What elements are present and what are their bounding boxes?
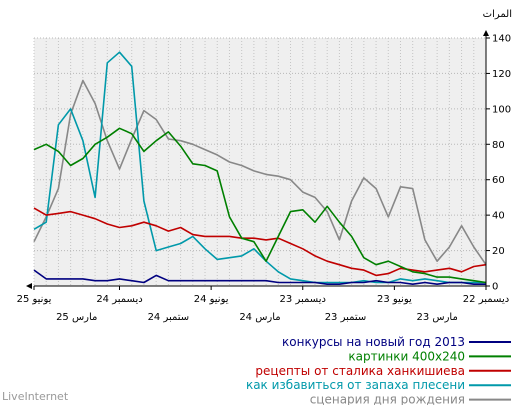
series-line — [33, 79, 487, 266]
x-axis-arrow — [26, 283, 32, 289]
x-tick-label: 25 یونیو — [17, 294, 52, 305]
y-axis-ticks: 0 20 40 60 80 100 120 140 — [486, 34, 511, 293]
series-line — [33, 127, 487, 284]
y-tick-label: 60 — [492, 175, 505, 186]
legend-label: картинки 400x240 — [348, 349, 465, 363]
series-line — [33, 207, 487, 277]
series-lines — [33, 51, 487, 286]
x-tick-label: 22 دیسمبر — [463, 294, 509, 305]
y-tick-label: 100 — [492, 104, 511, 115]
y-tick-label: 140 — [492, 34, 511, 45]
y-tick-label: 20 — [492, 246, 505, 257]
y-tick-label: 80 — [492, 140, 505, 151]
legend-label: сценария дня рождения — [310, 393, 465, 405]
units-label: المرات — [483, 9, 512, 20]
y-tick-label: 120 — [492, 69, 511, 80]
x-axis-ticks: 22 دیسمبر 23 یونیو 23 دیسمبر 24 یونیو 24 دیس… — [17, 286, 509, 323]
plot-area — [34, 38, 486, 286]
x-tick-label: 24 یونیو — [194, 294, 229, 305]
x-tick-label: 24 ستمبر — [148, 312, 190, 323]
x-tick-label: 24 مارس — [239, 312, 280, 323]
x-tick-label: 24 دیسمبر — [96, 294, 142, 305]
grid-lines — [33, 37, 487, 286]
x-tick-label: 23 دیسمبر — [280, 294, 326, 305]
x-tick-label: 23 ستمبر — [325, 312, 367, 323]
axes — [26, 30, 489, 289]
legend-label: конкурсы на новый год 2013 — [282, 335, 465, 349]
y-tick-label: 0 — [492, 282, 498, 293]
watermark: LiveInternet — [2, 390, 69, 403]
x-tick-label: 25 مارس — [56, 312, 97, 323]
y-axis-arrow — [483, 30, 489, 36]
series-line — [33, 51, 486, 284]
series-line — [33, 269, 486, 286]
x-tick-label: 23 یونیو — [377, 294, 412, 305]
x-tick-label: 23 مارس — [416, 312, 457, 323]
legend-label: как избавиться от запаха плесени — [246, 378, 465, 392]
legend-label: рецепты от сталика ханкишиева — [255, 364, 465, 378]
y-tick-label: 40 — [492, 211, 505, 222]
